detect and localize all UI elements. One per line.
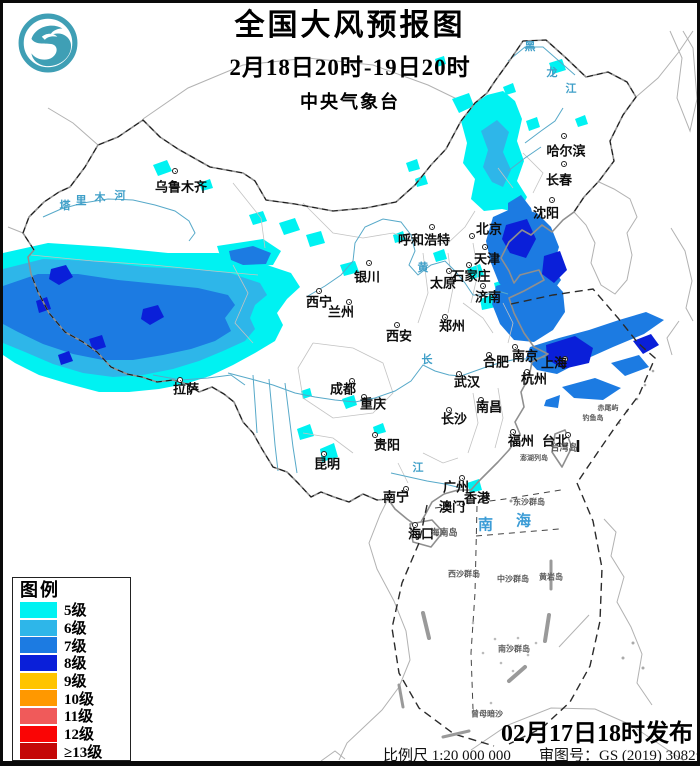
legend-label: 9级	[64, 674, 87, 691]
legend-row: 9级	[20, 672, 124, 690]
china-map-svg	[3, 30, 697, 761]
legend-swatch	[20, 707, 57, 724]
legend-swatch	[20, 619, 57, 636]
legend-row: 7级	[20, 636, 124, 655]
legend-row: 10级	[20, 689, 124, 708]
legend-label: 10级	[64, 691, 95, 708]
legend-label: 11级	[64, 709, 94, 726]
legend-row: 5级	[20, 601, 124, 619]
legend-row: 12级	[20, 725, 124, 743]
island-markers	[397, 440, 580, 739]
legend-swatch	[20, 743, 57, 760]
legend-label: 6级	[64, 621, 87, 638]
legend-row: 6级	[20, 619, 124, 637]
approval-number: 审图号：GS (2019) 3082号	[539, 748, 700, 764]
legend-swatch	[20, 725, 57, 742]
legend-label: ≥13级	[64, 744, 103, 761]
legend-label: 12级	[64, 727, 95, 744]
legend-rows: 5级 6级 7级 8级 9级 10级 11级 12级 ≥13级	[20, 601, 124, 761]
maritime-dashed-lines	[391, 288, 656, 747]
legend-swatch	[20, 690, 57, 707]
legend-row: 11级	[20, 707, 124, 725]
rivers	[42, 46, 576, 489]
legend-swatch	[20, 672, 57, 689]
legend-label: 8级	[64, 656, 87, 673]
wind-area-level8	[36, 219, 659, 369]
legend-title: 图例	[20, 580, 60, 600]
legend-row: 8级	[20, 654, 124, 672]
province-borders	[30, 152, 544, 484]
legend-label: 7级	[64, 638, 87, 655]
taiwan-island	[551, 429, 573, 468]
legend-swatch	[20, 637, 57, 654]
china-boundary	[22, 39, 637, 548]
neighbor-borders	[7, 30, 697, 761]
legend-swatch	[20, 601, 57, 618]
legend-row: ≥13级	[20, 743, 124, 761]
issue-time: 02月17日18时发布	[501, 721, 693, 747]
china-meteorological-administration-logo	[18, 13, 78, 73]
legend-swatch	[20, 654, 57, 671]
legend-label: 5级	[64, 603, 87, 620]
map-scale: 比例尺 1:20 000 000	[383, 748, 511, 764]
hainan-island	[409, 519, 444, 548]
legend-box: 图例 5级 6级 7级 8级 9级 10级 11级 12级 ≥13级	[12, 577, 131, 761]
